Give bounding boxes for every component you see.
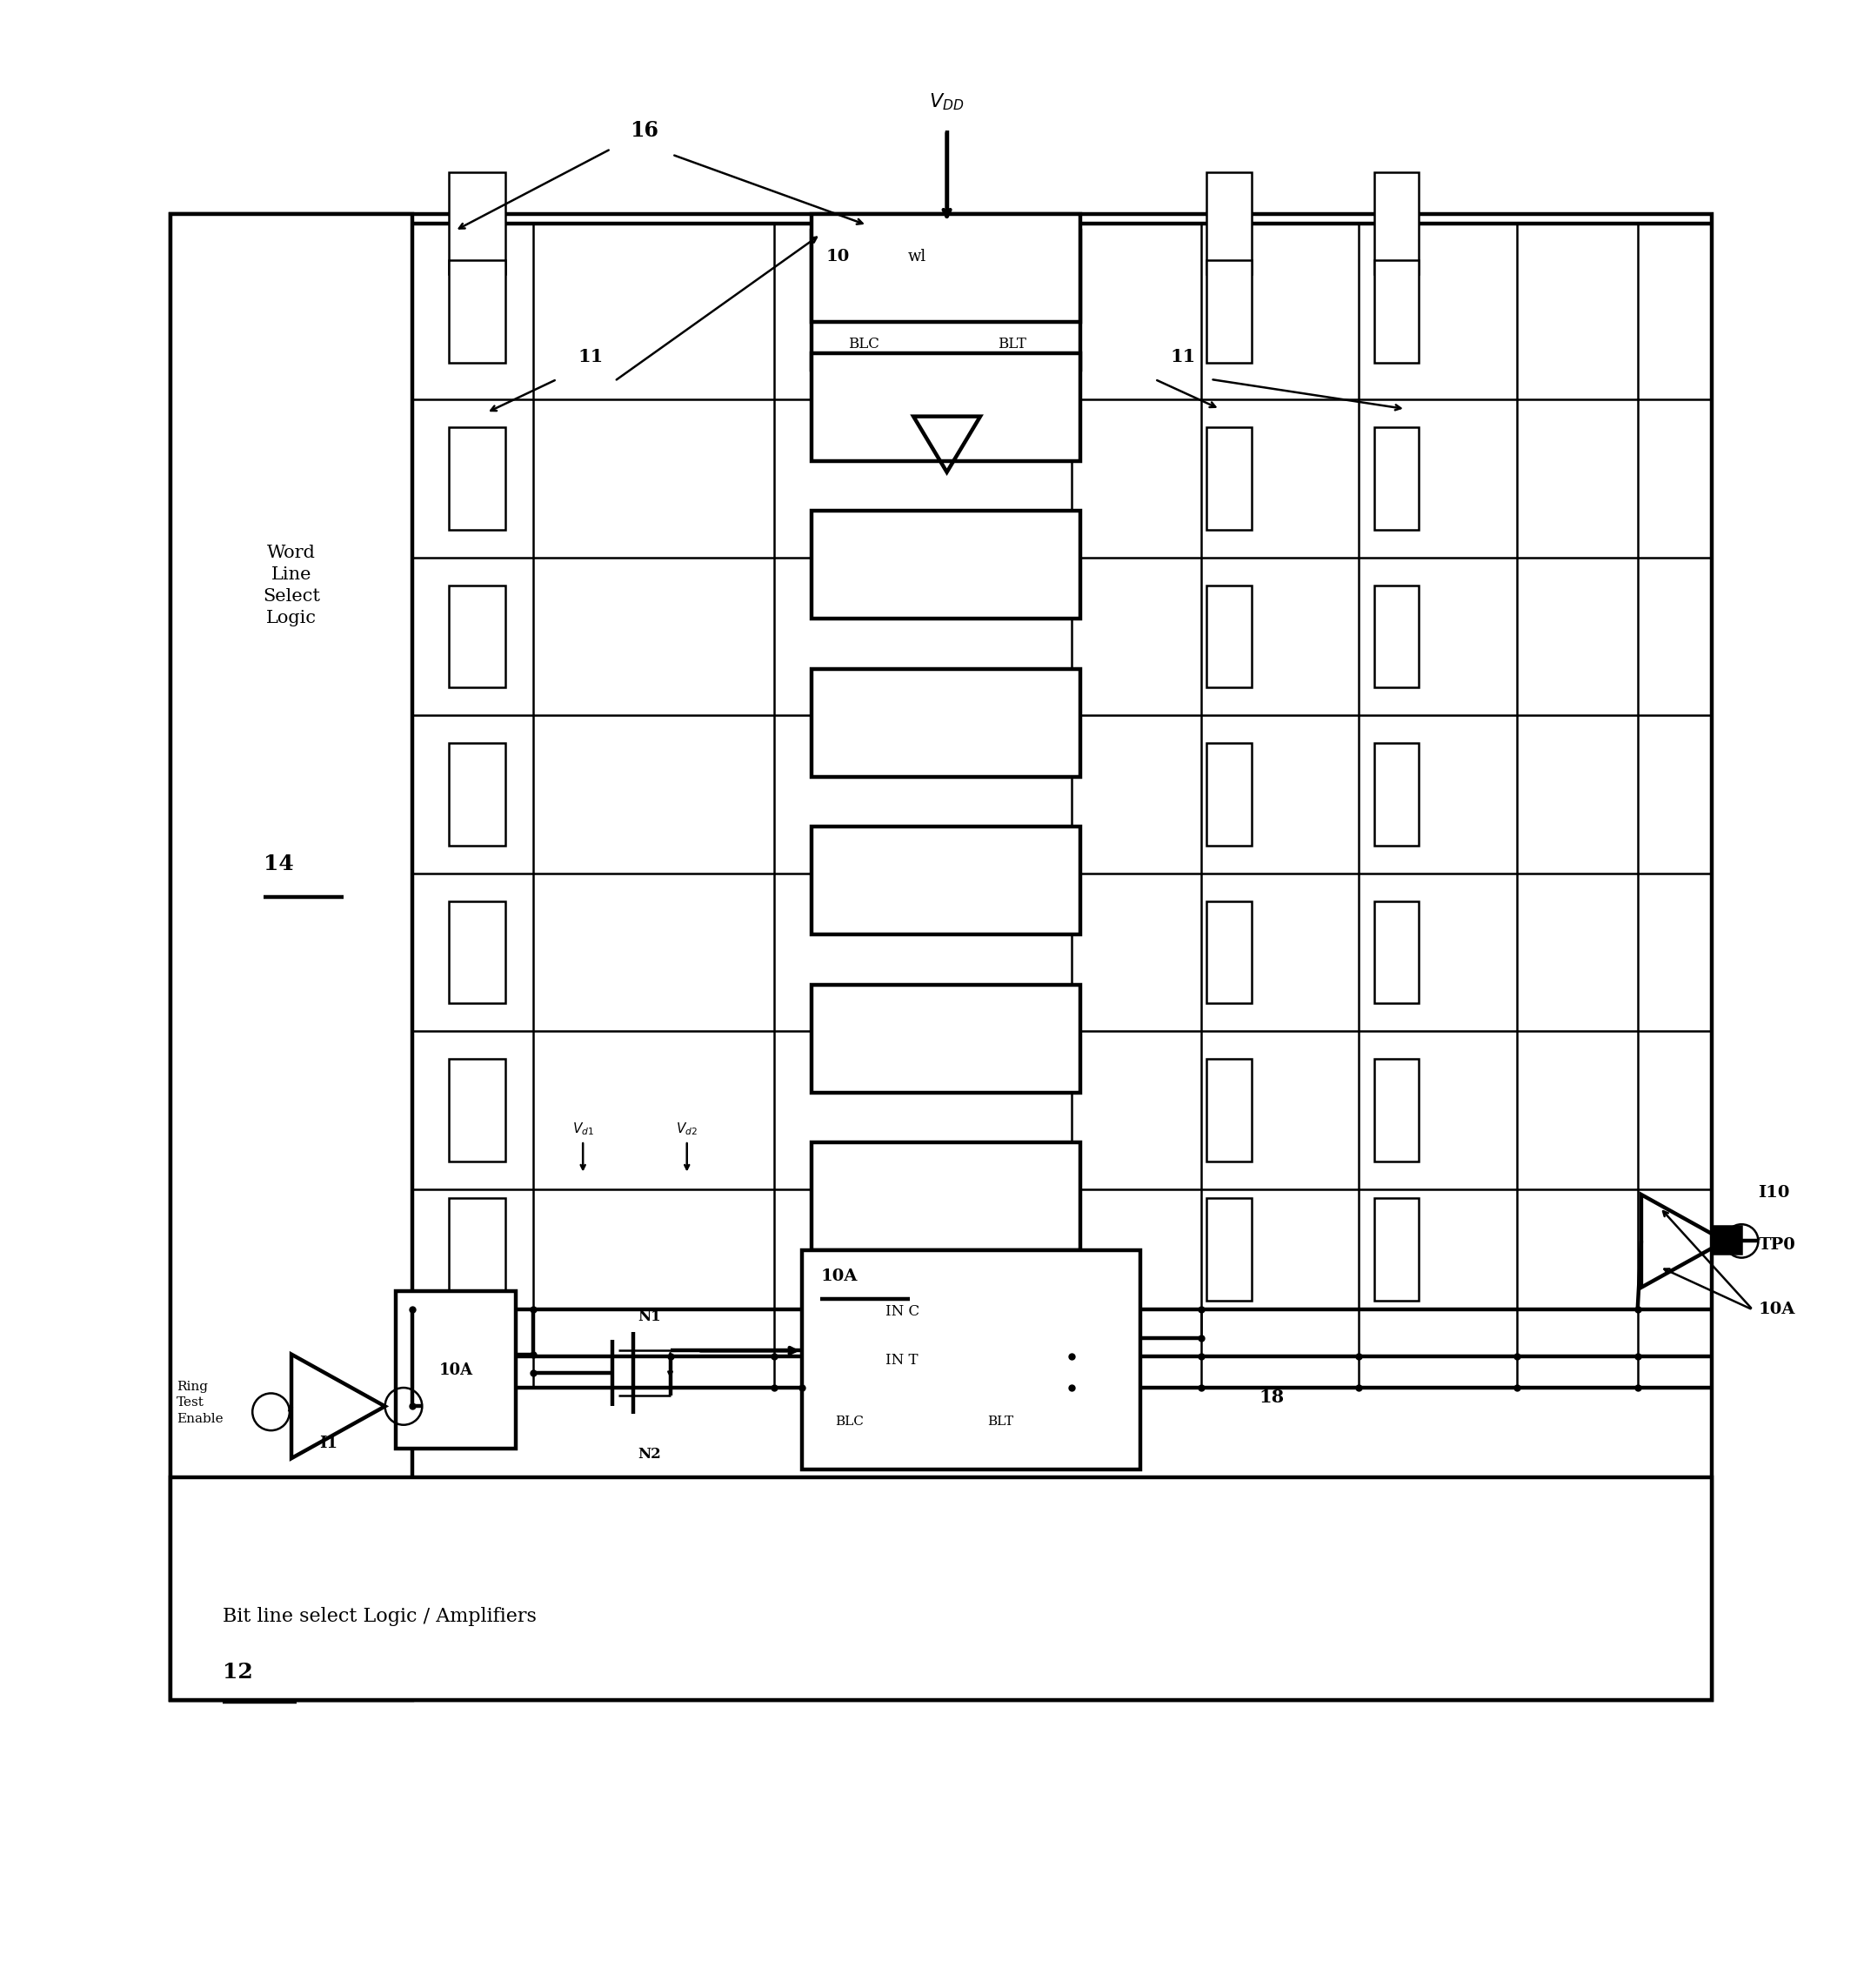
Text: Ring
Test
Enable: Ring Test Enable	[177, 1380, 224, 1425]
Bar	[811, 215, 1081, 322]
Bar	[802, 1250, 1141, 1469]
Text: 16: 16	[630, 119, 658, 141]
Text: 14: 14	[263, 853, 295, 875]
Text: I10: I10	[1758, 1185, 1789, 1201]
Bar	[1206, 584, 1251, 688]
Text: 12: 12	[222, 1662, 254, 1682]
Bar	[1374, 427, 1419, 529]
Bar	[449, 260, 505, 362]
Bar	[1206, 427, 1251, 529]
Text: 11: 11	[578, 348, 604, 366]
Text: N1: N1	[637, 1310, 662, 1324]
Bar	[811, 231, 1081, 370]
Bar	[1374, 173, 1419, 274]
Bar	[449, 1199, 505, 1300]
Text: $V_{DD}$: $V_{DD}$	[930, 91, 964, 111]
Text: 10A: 10A	[438, 1362, 473, 1378]
Bar	[811, 354, 1081, 461]
Bar	[449, 427, 505, 529]
Bar	[449, 1060, 505, 1161]
Text: 11: 11	[1171, 348, 1195, 366]
Bar	[1206, 1060, 1251, 1161]
Bar	[1206, 260, 1251, 362]
Text: 10A: 10A	[820, 1268, 857, 1284]
Bar	[449, 901, 505, 1004]
Bar	[1713, 1227, 1741, 1254]
Text: wl: wl	[908, 248, 926, 264]
Bar	[1206, 901, 1251, 1004]
Text: BLC: BLC	[848, 336, 880, 352]
Text: 10: 10	[826, 248, 850, 264]
Bar	[395, 1290, 516, 1449]
Text: I1: I1	[319, 1435, 337, 1451]
Bar	[1374, 744, 1419, 845]
Text: TP0: TP0	[1758, 1237, 1795, 1252]
Text: Word
Line
Select
Logic: Word Line Select Logic	[263, 545, 321, 626]
Bar	[449, 173, 505, 274]
Text: IN C: IN C	[885, 1304, 919, 1320]
Bar	[811, 984, 1081, 1093]
Bar	[1374, 260, 1419, 362]
Text: Bit line select Logic / Amplifiers: Bit line select Logic / Amplifiers	[222, 1606, 537, 1626]
Text: IN T: IN T	[885, 1352, 919, 1368]
Text: BLT: BLT	[988, 1415, 1014, 1427]
Text: 10A: 10A	[1758, 1302, 1795, 1318]
Text: $V_{d2}$: $V_{d2}$	[677, 1121, 697, 1137]
Bar	[449, 584, 505, 688]
Text: 18: 18	[1258, 1388, 1284, 1406]
Bar	[811, 827, 1081, 934]
Bar	[1374, 901, 1419, 1004]
Bar	[1374, 1060, 1419, 1161]
Text: $V_{d1}$: $V_{d1}$	[572, 1121, 595, 1137]
Bar	[449, 744, 505, 845]
Bar	[811, 670, 1081, 777]
Bar	[1206, 1199, 1251, 1300]
Bar	[1374, 584, 1419, 688]
Bar	[171, 215, 412, 1700]
Bar	[1374, 1199, 1419, 1300]
Bar	[1206, 173, 1251, 274]
Text: BLT: BLT	[997, 336, 1027, 352]
Bar	[1206, 744, 1251, 845]
Bar	[811, 511, 1081, 618]
Bar	[171, 215, 1711, 1700]
Bar	[171, 1477, 1711, 1700]
Text: BLC: BLC	[835, 1415, 865, 1427]
Text: N2: N2	[637, 1447, 662, 1461]
Bar	[811, 1143, 1081, 1250]
